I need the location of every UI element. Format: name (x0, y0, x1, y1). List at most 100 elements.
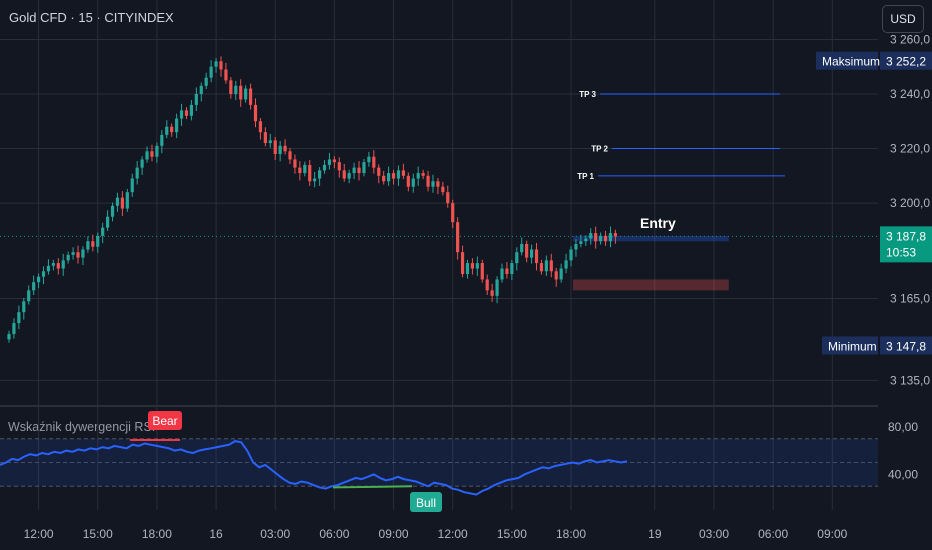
rsi-pane: Bear Bull (0, 411, 878, 512)
price-countdown: 10:53 (886, 245, 916, 259)
candle-body-30 (155, 145, 159, 157)
candle-body-59 (298, 167, 302, 174)
trade-setup: Entry TP 3 TP 2 TP 1 (0, 90, 878, 291)
candle-body-68 (342, 170, 346, 179)
candle-body-46 (234, 85, 238, 94)
tp-label-1: TP 3 (579, 90, 596, 99)
bull-divergence-line (332, 485, 413, 489)
candle-body-21 (110, 205, 115, 217)
candle-body-74 (372, 156, 376, 168)
candle-body-35 (179, 110, 184, 119)
candle-body-65 (327, 159, 332, 165)
candle-body-17 (91, 241, 95, 247)
candle-body-52 (263, 132, 267, 144)
time-tick-0: 12:00 (24, 527, 54, 541)
candle-body-25 (130, 178, 134, 193)
candle-body-105 (525, 244, 529, 258)
price-tick-3: 3 200,0 (890, 196, 930, 210)
candle-body-118 (589, 233, 593, 239)
price-tick-0: 3 260,0 (890, 32, 930, 46)
candle-body-20 (106, 216, 110, 228)
time-tick-12: 06:00 (758, 527, 788, 541)
candle-body-94 (470, 263, 475, 269)
time-tick-7: 12:00 (438, 527, 468, 541)
candle-body-92 (460, 252, 465, 274)
candle-body-107 (534, 249, 539, 264)
grid (0, 0, 878, 510)
candle-body-95 (475, 263, 479, 269)
candle-body-12 (66, 254, 70, 261)
candle-body-72 (362, 162, 366, 174)
tp-label-3: TP 1 (577, 172, 594, 181)
max-label: Maksimum (822, 55, 880, 69)
candle-body-31 (160, 134, 164, 146)
price-tick-1: 3 240,0 (890, 87, 930, 101)
candle-body-88 (441, 186, 445, 193)
candle-body-28 (145, 151, 149, 160)
candle-body-121 (603, 235, 608, 242)
max-value-box (880, 51, 932, 70)
time-tick-8: 15:00 (497, 527, 527, 541)
candle-body-44 (224, 69, 228, 81)
candle-body-29 (150, 151, 154, 157)
candle-body-0 (7, 334, 11, 340)
candle-body-15 (81, 249, 85, 258)
candle-body-1 (12, 323, 16, 334)
candle-body-53 (268, 140, 272, 144)
time-tick-9: 18:00 (556, 527, 586, 541)
candle-body-37 (189, 104, 194, 116)
candle-body-84 (421, 173, 425, 176)
candle-body-70 (352, 167, 356, 174)
candle-body-19 (101, 227, 105, 236)
stop-zone (573, 279, 729, 291)
candle-body-49 (248, 88, 253, 105)
candle-body-69 (347, 173, 351, 179)
candle-body-89 (446, 192, 450, 204)
candle-body-41 (209, 66, 213, 78)
candle-body-113 (564, 260, 568, 269)
candle-body-62 (313, 178, 317, 182)
candle-body-76 (382, 175, 386, 182)
candle-body-114 (569, 249, 573, 261)
time-tick-11: 03:00 (699, 527, 729, 541)
candle-body-71 (357, 167, 361, 174)
candle-body-110 (549, 260, 553, 272)
candle-body-80 (401, 170, 405, 176)
bear-badge-label: Bear (152, 414, 177, 428)
candle-body-55 (278, 145, 282, 154)
candle-body-8 (46, 265, 51, 272)
candle-body-56 (283, 145, 287, 152)
candle-body-82 (411, 178, 415, 187)
candle-body-48 (244, 88, 248, 100)
min-label: Minimum (828, 339, 877, 353)
time-tick-2: 18:00 (142, 527, 172, 541)
bear-badge (148, 411, 182, 430)
bull-badge-label: Bull (416, 496, 436, 510)
candle-body-4 (27, 290, 31, 302)
candle-body-123 (613, 233, 617, 237)
candle-body-58 (293, 159, 297, 168)
candle-body-39 (199, 85, 203, 94)
min-value-box (880, 336, 932, 355)
candle-body-11 (61, 260, 65, 269)
candlesticks (7, 56, 617, 343)
time-tick-3: 16 (209, 527, 223, 541)
candle-body-63 (317, 170, 322, 179)
candle-body-47 (239, 85, 243, 100)
candle-body-14 (76, 252, 80, 258)
currency-button[interactable]: USD (882, 5, 924, 33)
entry-label: Entry (640, 215, 676, 231)
candle-body-103 (515, 252, 519, 264)
candle-body-108 (539, 263, 544, 272)
candle-body-120 (599, 235, 603, 242)
tp-label-2: TP 2 (591, 145, 608, 154)
candle-body-104 (520, 244, 524, 253)
candle-body-97 (485, 279, 489, 291)
candle-body-85 (426, 175, 430, 187)
chart-title: Gold CFD · 15 · CITYINDEX (9, 10, 174, 25)
candle-body-109 (544, 260, 548, 272)
candle-body-64 (322, 164, 327, 171)
time-tick-10: 19 (648, 527, 662, 541)
candle-body-99 (495, 279, 499, 296)
